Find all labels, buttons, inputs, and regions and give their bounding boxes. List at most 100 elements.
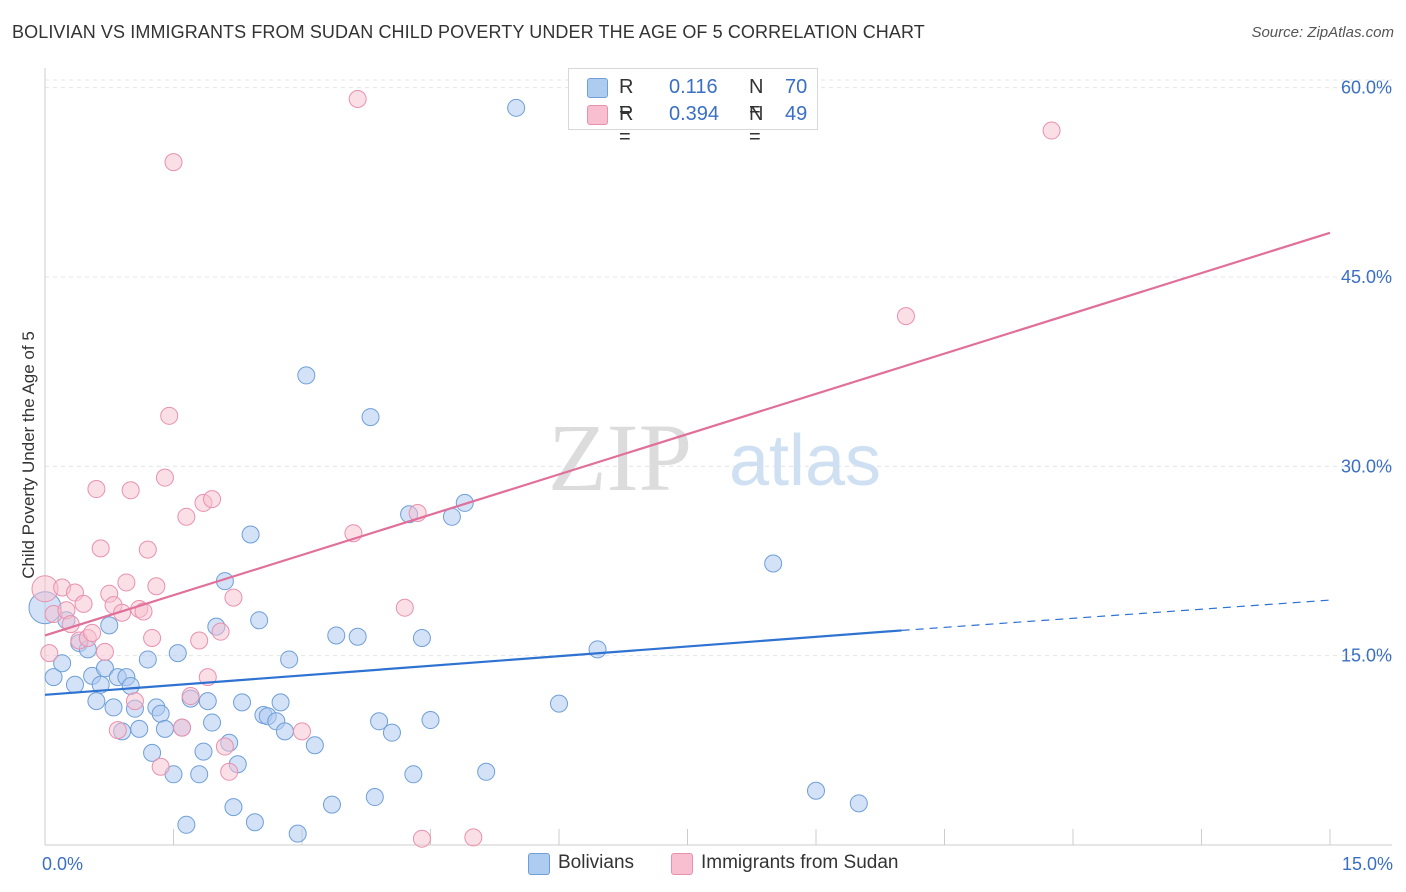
data-point-bolivians [203,713,222,732]
data-point-bolivians [168,644,187,663]
data-point-sudan [190,631,209,650]
data-point-sudan [220,762,239,781]
data-point-bolivians [764,554,783,573]
data-point-bolivians [275,722,294,741]
data-point-bolivians [250,611,269,630]
data-point-sudan [74,594,93,613]
data-point-sudan [91,539,110,558]
data-point-bolivians [365,788,384,807]
data-point-bolivians [288,824,307,843]
data-point-sudan [293,722,311,741]
data-point-sudan [173,718,192,737]
legend-n-label: N = [749,103,764,148]
data-point-bolivians [550,694,568,713]
trendline-bolivians [44,629,902,696]
data-point-bolivians [198,692,217,711]
data-point-bolivians [130,719,149,738]
bottom-legend-label-bolivians: Bolivians [558,852,635,873]
data-point-sudan [113,603,132,622]
x-tick-label: 0.0% [42,854,83,874]
data-point-bolivians [190,765,209,784]
data-point-sudan [147,577,166,596]
correlation-legend: R = 0.116 N = 70 R = 0.394 N = 49 [568,68,818,148]
data-point-bolivians [65,675,84,694]
data-point-bolivians [361,408,380,427]
watermark-atlas: atlas [729,421,881,501]
source-label: Source: ZipAtlas.com [1251,24,1394,41]
data-point-bolivians [194,742,213,761]
data-point-sudan [211,622,230,641]
legend-r-label: R = [619,76,634,121]
data-point-bolivians [477,762,496,781]
data-point-sudan [224,588,243,607]
data-point-bolivians [143,743,162,762]
legend-r-value: 0.116 [669,76,718,98]
data-point-sudan [155,468,174,487]
data-point-sudan [151,757,170,776]
data-point-bolivians [297,366,316,385]
data-point-sudan [164,153,183,172]
legend-n-label: N = [749,76,764,121]
data-point-bolivians [507,98,526,117]
y-tick-label: 45.0% [1341,267,1392,287]
data-point-sudan [87,480,106,499]
data-point-sudan [117,573,136,592]
data-point-sudan [134,602,153,621]
legend-swatch-bolivians [587,78,608,98]
x-axis-ticks [44,829,1331,845]
data-point-sudan [181,687,200,706]
data-point-sudan [177,507,196,526]
y-axis-tick-labels: 15.0% 30.0% 45.0% 60.0% [1341,78,1392,666]
data-point-bolivians [121,676,140,695]
data-point-bolivians [849,794,868,813]
data-point-bolivians [404,765,423,784]
data-point-sudan [95,642,114,661]
data-point-sudan [121,481,140,500]
data-point-bolivians [280,650,299,669]
bottom-legend-label-sudan: Immigrants from Sudan [701,852,899,873]
series-sudan [31,89,1061,848]
legend-r-label: R = [619,103,634,148]
trend-lines [44,231,1331,696]
y-tick-label: 30.0% [1341,456,1392,476]
data-point-bolivians [138,650,157,669]
data-point-bolivians [382,723,401,742]
y-tick-label: 60.0% [1341,78,1392,98]
data-point-bolivians [348,627,367,646]
y-axis-label: Child Poverty Under the Age of 5 [19,331,38,579]
data-point-bolivians [322,795,341,814]
data-point-bolivians [44,668,63,687]
data-point-sudan [203,490,222,509]
x-axis-tick-labels: 0.0% 15.0% [42,854,1393,874]
data-point-bolivians [100,616,119,635]
data-point-bolivians [104,698,123,717]
data-point-bolivians [588,640,607,659]
data-point-bolivians [370,712,389,731]
data-point-bolivians [412,628,431,647]
data-point-bolivians [233,693,252,712]
trendline-sudan [44,231,1331,637]
data-point-sudan [108,721,127,740]
chart-title: BOLIVIAN VS IMMIGRANTS FROM SUDAN CHILD … [12,22,925,42]
data-point-bolivians [151,704,170,723]
data-point-sudan [143,628,162,647]
grid [44,68,1392,846]
data-point-bolivians [245,813,264,832]
data-point-bolivians [241,525,260,544]
data-point-sudan [464,828,483,847]
data-point-bolivians [305,736,324,755]
legend-n-value: 49 [785,103,808,125]
data-point-bolivians [421,711,440,730]
legend-n-value: 70 [785,76,808,98]
data-point-bolivians [807,781,825,800]
y-tick-label: 15.0% [1341,646,1392,666]
legend-r-value: 0.394 [669,103,720,125]
watermark: ZIP atlas [548,404,881,511]
data-point-bolivians [271,693,290,712]
data-point-sudan [395,598,414,617]
data-point-bolivians [155,719,174,738]
data-point-bolivians [177,815,196,834]
data-point-sudan [125,692,144,711]
bottom-legend-swatch-bolivians [528,853,550,875]
